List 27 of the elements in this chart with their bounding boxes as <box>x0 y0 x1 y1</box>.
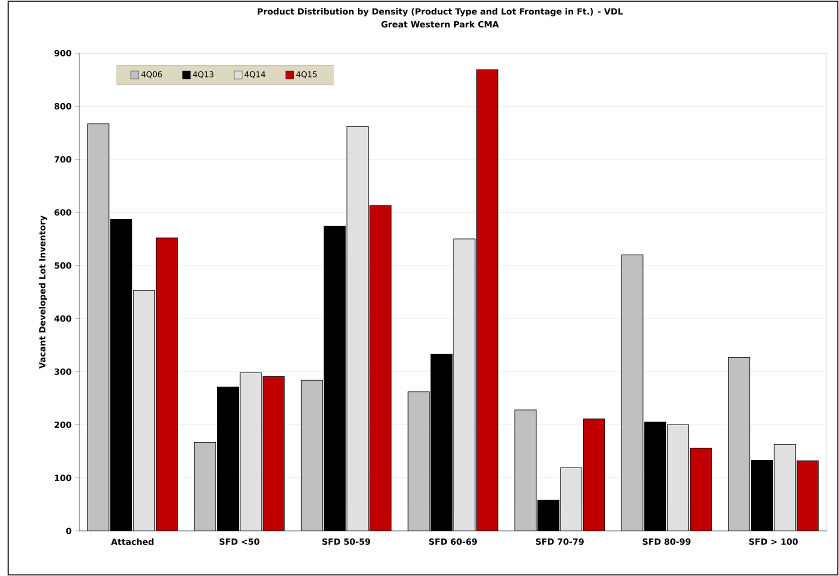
y-tick-label: 100 <box>54 474 72 482</box>
chart-title: Product Distribution by Density (Product Type and Lot Frontage in Ft.) - VDL <box>258 8 623 16</box>
y-axis-title: Vacant Developed Lot Inventory <box>38 216 48 369</box>
x-tick-label: SFD 70-79 <box>536 538 584 545</box>
y-tick-label: 200 <box>54 422 72 428</box>
chart-subtitle: Great Western Park CMA <box>381 20 499 28</box>
y-tick-label: 700 <box>54 156 72 162</box>
y-tick-label: 500 <box>54 262 72 269</box>
bar <box>583 418 605 531</box>
y-tick-label: 800 <box>54 103 72 110</box>
bar <box>476 70 498 531</box>
x-tick-label: SFD 50-59 <box>322 538 370 545</box>
y-tick-label: 400 <box>54 315 72 322</box>
bar <box>262 376 284 531</box>
bar <box>156 238 178 531</box>
x-tick-label: SFD > 100 <box>749 538 798 545</box>
x-tick-label: SFD <50 <box>220 538 260 545</box>
bar <box>690 448 712 531</box>
x-tick-label: SFD 60-69 <box>429 538 477 545</box>
x-tick-label: SFD 80-99 <box>642 538 691 545</box>
bar <box>796 460 819 531</box>
bar <box>370 205 392 531</box>
y-tick-label: 600 <box>54 209 72 216</box>
y-tick-label: 0 <box>66 528 72 534</box>
y-tick-label: 300 <box>54 368 72 375</box>
y-tick-label: 900 <box>54 50 72 56</box>
x-tick-label: Attached <box>111 538 154 545</box>
